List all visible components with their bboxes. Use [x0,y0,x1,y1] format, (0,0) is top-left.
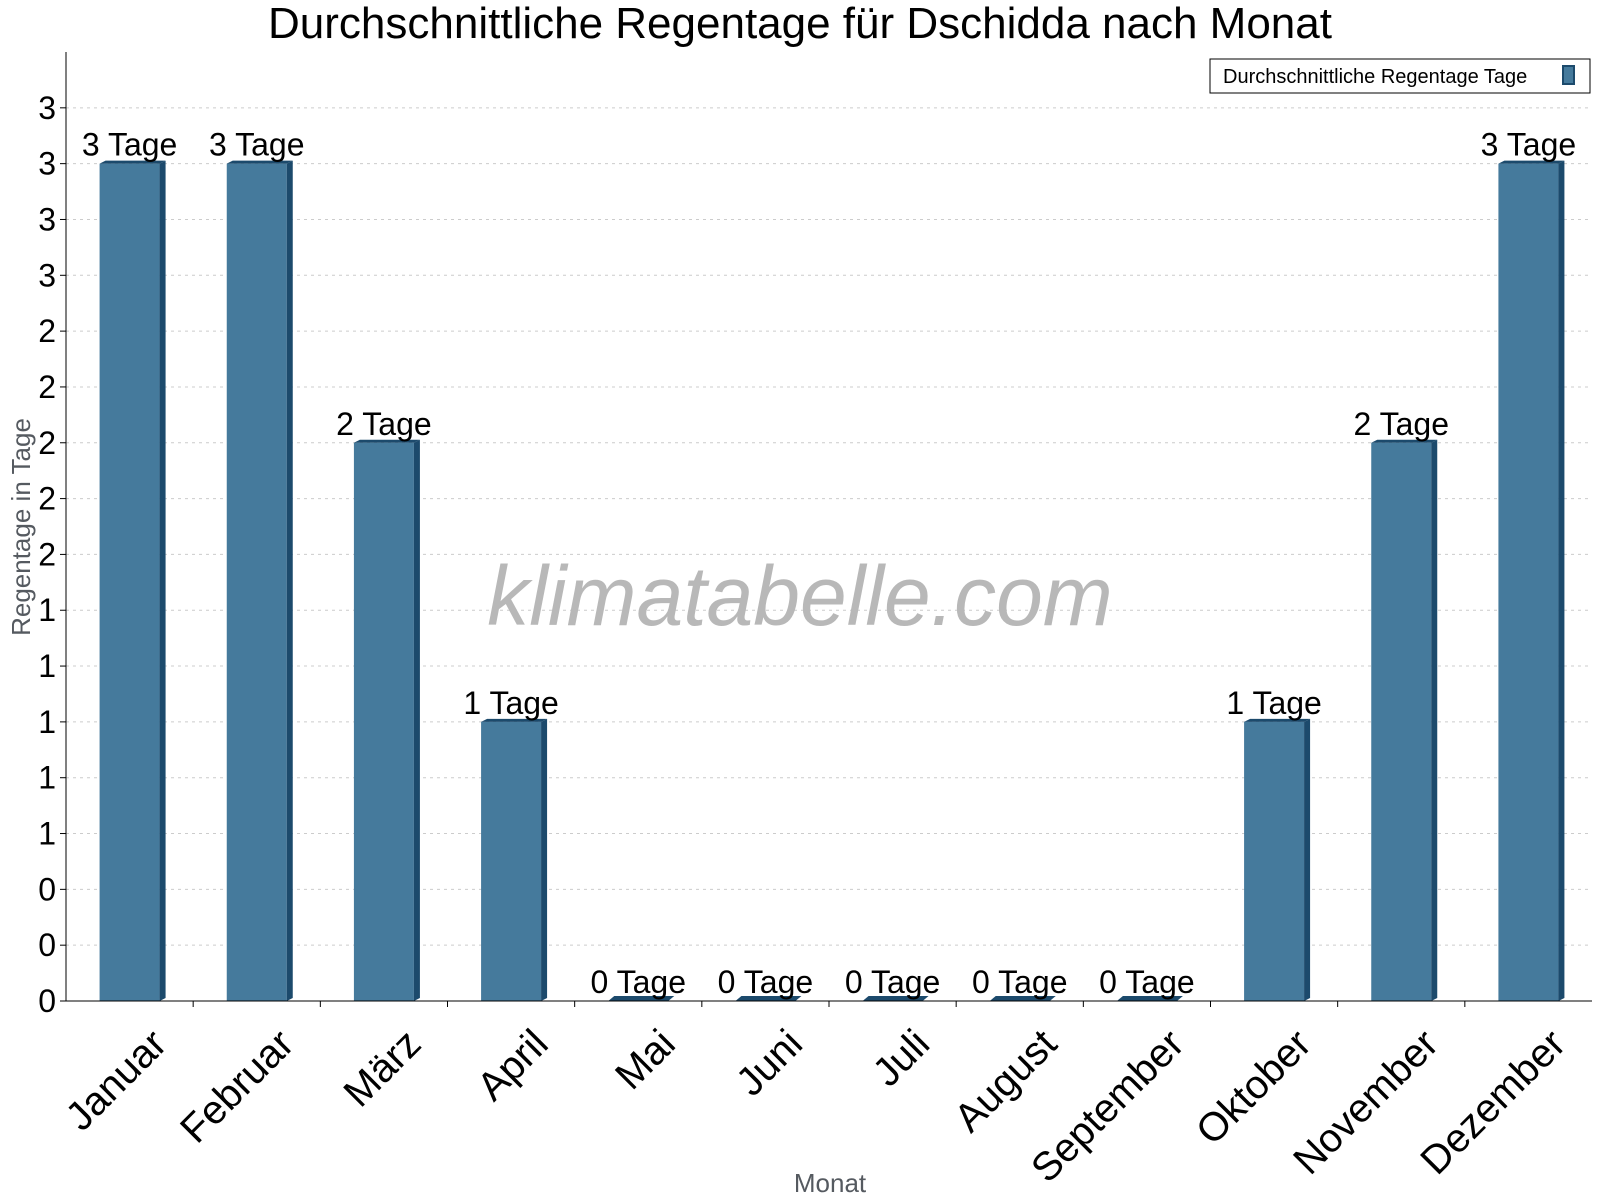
bar [862,996,929,1001]
legend-box [1209,58,1591,94]
x-tick-label: April [469,1021,557,1109]
y-tick-label: 2 [38,369,56,405]
data-label: 3 Tage [1481,127,1577,163]
data-label: 1 Tage [1226,685,1322,721]
x-tick-label: Februar [172,1021,302,1151]
y-tick-label: 3 [38,201,56,237]
bar-top [989,996,1056,1001]
x-axis-label: Monat [794,1168,867,1198]
bar [1498,160,1565,1001]
x-tick-label: Juni [728,1021,811,1104]
x-tick-label: März [336,1021,430,1115]
bar-face [1498,163,1559,1001]
bar-top [862,996,929,1001]
gridlines [66,107,1592,946]
bar [226,160,293,1001]
bar-face [1371,442,1432,1001]
data-label: 3 Tage [82,127,178,163]
bar-face [353,442,414,1001]
bar-top [1498,160,1565,164]
y-tick-label: 0 [38,927,56,963]
bar [353,439,420,1001]
bar-top [353,439,420,443]
bar-side [1304,718,1311,1001]
bar-top [735,996,802,1001]
bars [99,160,1565,1001]
bar [1116,996,1183,1001]
watermark: klimatabelle.com [487,549,1113,643]
y-tick-label: 2 [38,425,56,461]
y-tick-label: 1 [38,592,56,628]
bar-face [226,163,287,1001]
x-tick-label: Oktober [1188,1021,1320,1153]
y-tick-label: 1 [38,760,56,796]
bar-face [99,163,160,1001]
data-label: 0 Tage [845,964,941,1000]
data-label: 0 Tage [591,964,687,1000]
bar-top [99,160,166,164]
y-tick-labels: 0 0 0 1 1 1 1 1 2 2 2 2 2 3 3 3 3 [38,90,56,1019]
y-tick-label: 1 [38,816,56,852]
data-labels: 3 Tage 3 Tage 2 Tage 1 Tage 0 Tage 0 Tage 0 Ta… [82,127,1576,1000]
bar-face [481,721,542,1001]
bar [989,996,1056,1001]
bar-top [1116,996,1183,1001]
bar [481,718,548,1001]
legend-label: Durchschnittliche Regentage Tage [1223,66,1527,88]
y-tick-label: 3 [38,90,56,126]
bar [1371,439,1438,1001]
bar-top [608,996,675,1001]
axes [60,52,1592,1007]
bar-side [159,160,166,1001]
y-tick-label: 2 [38,481,56,517]
data-label: 2 Tage [1354,406,1450,442]
y-tick-label: 0 [38,871,56,907]
bar-side [413,439,420,1001]
y-tick-label: 1 [38,648,56,684]
chart-title: Durchschnittliche Regentage für Dschidda… [268,0,1332,48]
data-label: 0 Tage [972,964,1068,1000]
legend: Durchschnittliche Regentage Tage [1209,58,1591,94]
x-tick-label: August [946,1021,1065,1140]
y-tick-label: 1 [38,704,56,740]
data-label: 0 Tage [1099,964,1195,1000]
x-tick-label: Mai [607,1021,684,1098]
y-tick-label: 2 [38,536,56,572]
bar-top [1371,439,1438,443]
x-tick-label: Juli [865,1021,939,1095]
legend-swatch [1562,65,1575,85]
bar-top [226,160,293,164]
bar-side [541,718,548,1001]
data-label: 1 Tage [463,685,559,721]
bar-side [1431,439,1438,1001]
data-label: 0 Tage [718,964,814,1000]
bar-side [286,160,293,1001]
y-tick-label: 3 [38,146,56,182]
bar-side [1558,160,1565,1001]
bar-top [1244,718,1311,722]
y-tick-label: 3 [38,257,56,293]
y-axis-label: Regentage in Tage [6,418,36,636]
bar-face [1244,721,1305,1001]
data-label: 2 Tage [336,406,432,442]
data-label: 3 Tage [209,127,305,163]
bar [99,160,166,1001]
bar-top [481,718,548,722]
bar [608,996,675,1001]
y-tick-label: 0 [38,983,56,1019]
x-tick-label: Januar [58,1021,176,1139]
bar [1244,718,1311,1001]
bar [735,996,802,1001]
y-tick-label: 2 [38,313,56,349]
